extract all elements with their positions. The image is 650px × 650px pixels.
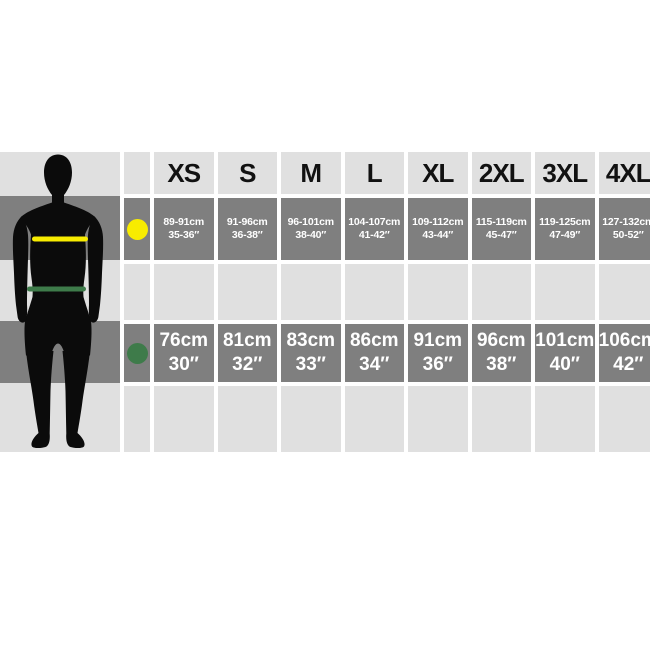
waist-size-2xl: 96cm 38″ <box>471 324 531 382</box>
chest-inches: 47-49″ <box>549 229 581 241</box>
waist-cm: 81cm <box>222 330 272 351</box>
size-header-m: M <box>281 152 341 194</box>
chest-inches: 45-47″ <box>485 229 517 241</box>
chest-inches: 35-36″ <box>168 229 200 241</box>
waist-inches: 33″ <box>295 354 326 375</box>
chest-size-m: 96-101cm 38-40″ <box>281 198 341 260</box>
size-header-xs: XS <box>154 152 214 194</box>
figure-left-leg <box>26 351 54 449</box>
figure-right-arm <box>87 216 104 323</box>
waist-cm: 106cm <box>598 330 650 351</box>
figure-torso <box>20 154 96 356</box>
spacer-cell <box>408 264 468 320</box>
chest-cm: 109-112cm <box>412 216 464 228</box>
waist-size-4xl: 106cm 42″ <box>598 324 650 382</box>
size-header-s: S <box>217 152 277 194</box>
spacer-cell <box>344 264 404 320</box>
chest-inches: 43-44″ <box>422 229 454 241</box>
chest-inches: 50-52″ <box>612 229 644 241</box>
chest-cm: 127-132cm <box>602 216 650 228</box>
male-figure-silhouette <box>12 154 104 449</box>
waist-inches: 42″ <box>613 354 644 375</box>
chest-cm: 115-119cm <box>475 216 527 228</box>
spacer-cell <box>281 264 341 320</box>
spacer-cell <box>124 386 150 452</box>
spacer-cell <box>471 386 531 452</box>
chest-size-3xl: 119-125cm 47-49″ <box>535 198 595 260</box>
size-header-3xl: 3XL <box>535 152 595 194</box>
waist-inches: 34″ <box>359 354 390 375</box>
chest-cm: 89-91cm <box>163 216 205 228</box>
spacer-cell <box>344 386 404 452</box>
chest-inches: 38-40″ <box>295 229 327 241</box>
size-header-2xl: 2XL <box>471 152 531 194</box>
spacer-cell <box>598 386 650 452</box>
waist-size-m: 83cm 33″ <box>281 324 341 382</box>
spacer-cell <box>217 264 277 320</box>
chest-inches: 41-42″ <box>358 229 390 241</box>
spacer-cell <box>281 386 341 452</box>
chest-cm: 96-101cm <box>287 216 334 228</box>
waist-inches: 36″ <box>422 354 453 375</box>
spacer-cell <box>217 386 277 452</box>
waist-size-xl: 91cm 36″ <box>408 324 468 382</box>
chest-cm: 91-96cm <box>226 216 268 228</box>
spacer-cell <box>598 264 650 320</box>
waist-marker-dot <box>126 342 148 364</box>
chest-size-s: 91-96cm 36-38″ <box>217 198 277 260</box>
figure-right-leg <box>62 351 90 449</box>
chest-size-xl: 109-112cm 43-44″ <box>408 198 468 260</box>
spacer-cell <box>154 264 214 320</box>
size-header-4xl: 4XL <box>598 152 650 194</box>
chest-marker-dot <box>126 218 148 240</box>
waist-measure-line <box>27 286 86 292</box>
figure-column <box>0 152 120 452</box>
spacer-cell <box>124 264 150 320</box>
waist-size-s: 81cm 32″ <box>217 324 277 382</box>
spacer-cell <box>471 264 531 320</box>
waist-cm: 83cm <box>286 330 336 351</box>
chest-marker-cell <box>124 198 150 260</box>
waist-size-l: 86cm 34″ <box>344 324 404 382</box>
waist-cm: 86cm <box>349 330 399 351</box>
chest-size-4xl: 127-132cm 50-52″ <box>598 198 650 260</box>
waist-cm: 96cm <box>476 330 526 351</box>
chest-cm: 119-125cm <box>539 216 591 228</box>
chest-inches: 36-38″ <box>231 229 263 241</box>
waist-size-3xl: 101cm 40″ <box>535 324 595 382</box>
waist-inches: 38″ <box>486 354 517 375</box>
size-header-xl: XL <box>408 152 468 194</box>
waist-cm: 91cm <box>413 330 463 351</box>
chest-measure-line <box>32 236 88 242</box>
dot-column-header-cell <box>124 152 150 194</box>
figure-band <box>0 383 120 452</box>
figure-left-arm <box>12 216 29 323</box>
chest-cm: 104-107cm <box>348 216 401 228</box>
size-header-l: L <box>344 152 404 194</box>
waist-cm: 76cm <box>159 330 209 351</box>
waist-size-xs: 76cm 30″ <box>154 324 214 382</box>
chest-size-l: 104-107cm 41-42″ <box>344 198 404 260</box>
spacer-cell <box>408 386 468 452</box>
size-chart: XS S M L XL 2XL 3XL 4XL 89-91cm 35-36″ 9… <box>0 152 650 452</box>
chest-size-xs: 89-91cm 35-36″ <box>154 198 214 260</box>
waist-marker-cell <box>124 324 150 382</box>
spacer-cell <box>535 386 595 452</box>
spacer-cell <box>535 264 595 320</box>
waist-inches: 30″ <box>168 354 199 375</box>
waist-cm: 101cm <box>535 330 595 351</box>
chest-size-2xl: 115-119cm 45-47″ <box>471 198 531 260</box>
waist-inches: 32″ <box>232 354 263 375</box>
spacer-cell <box>154 386 214 452</box>
waist-inches: 40″ <box>549 354 580 375</box>
